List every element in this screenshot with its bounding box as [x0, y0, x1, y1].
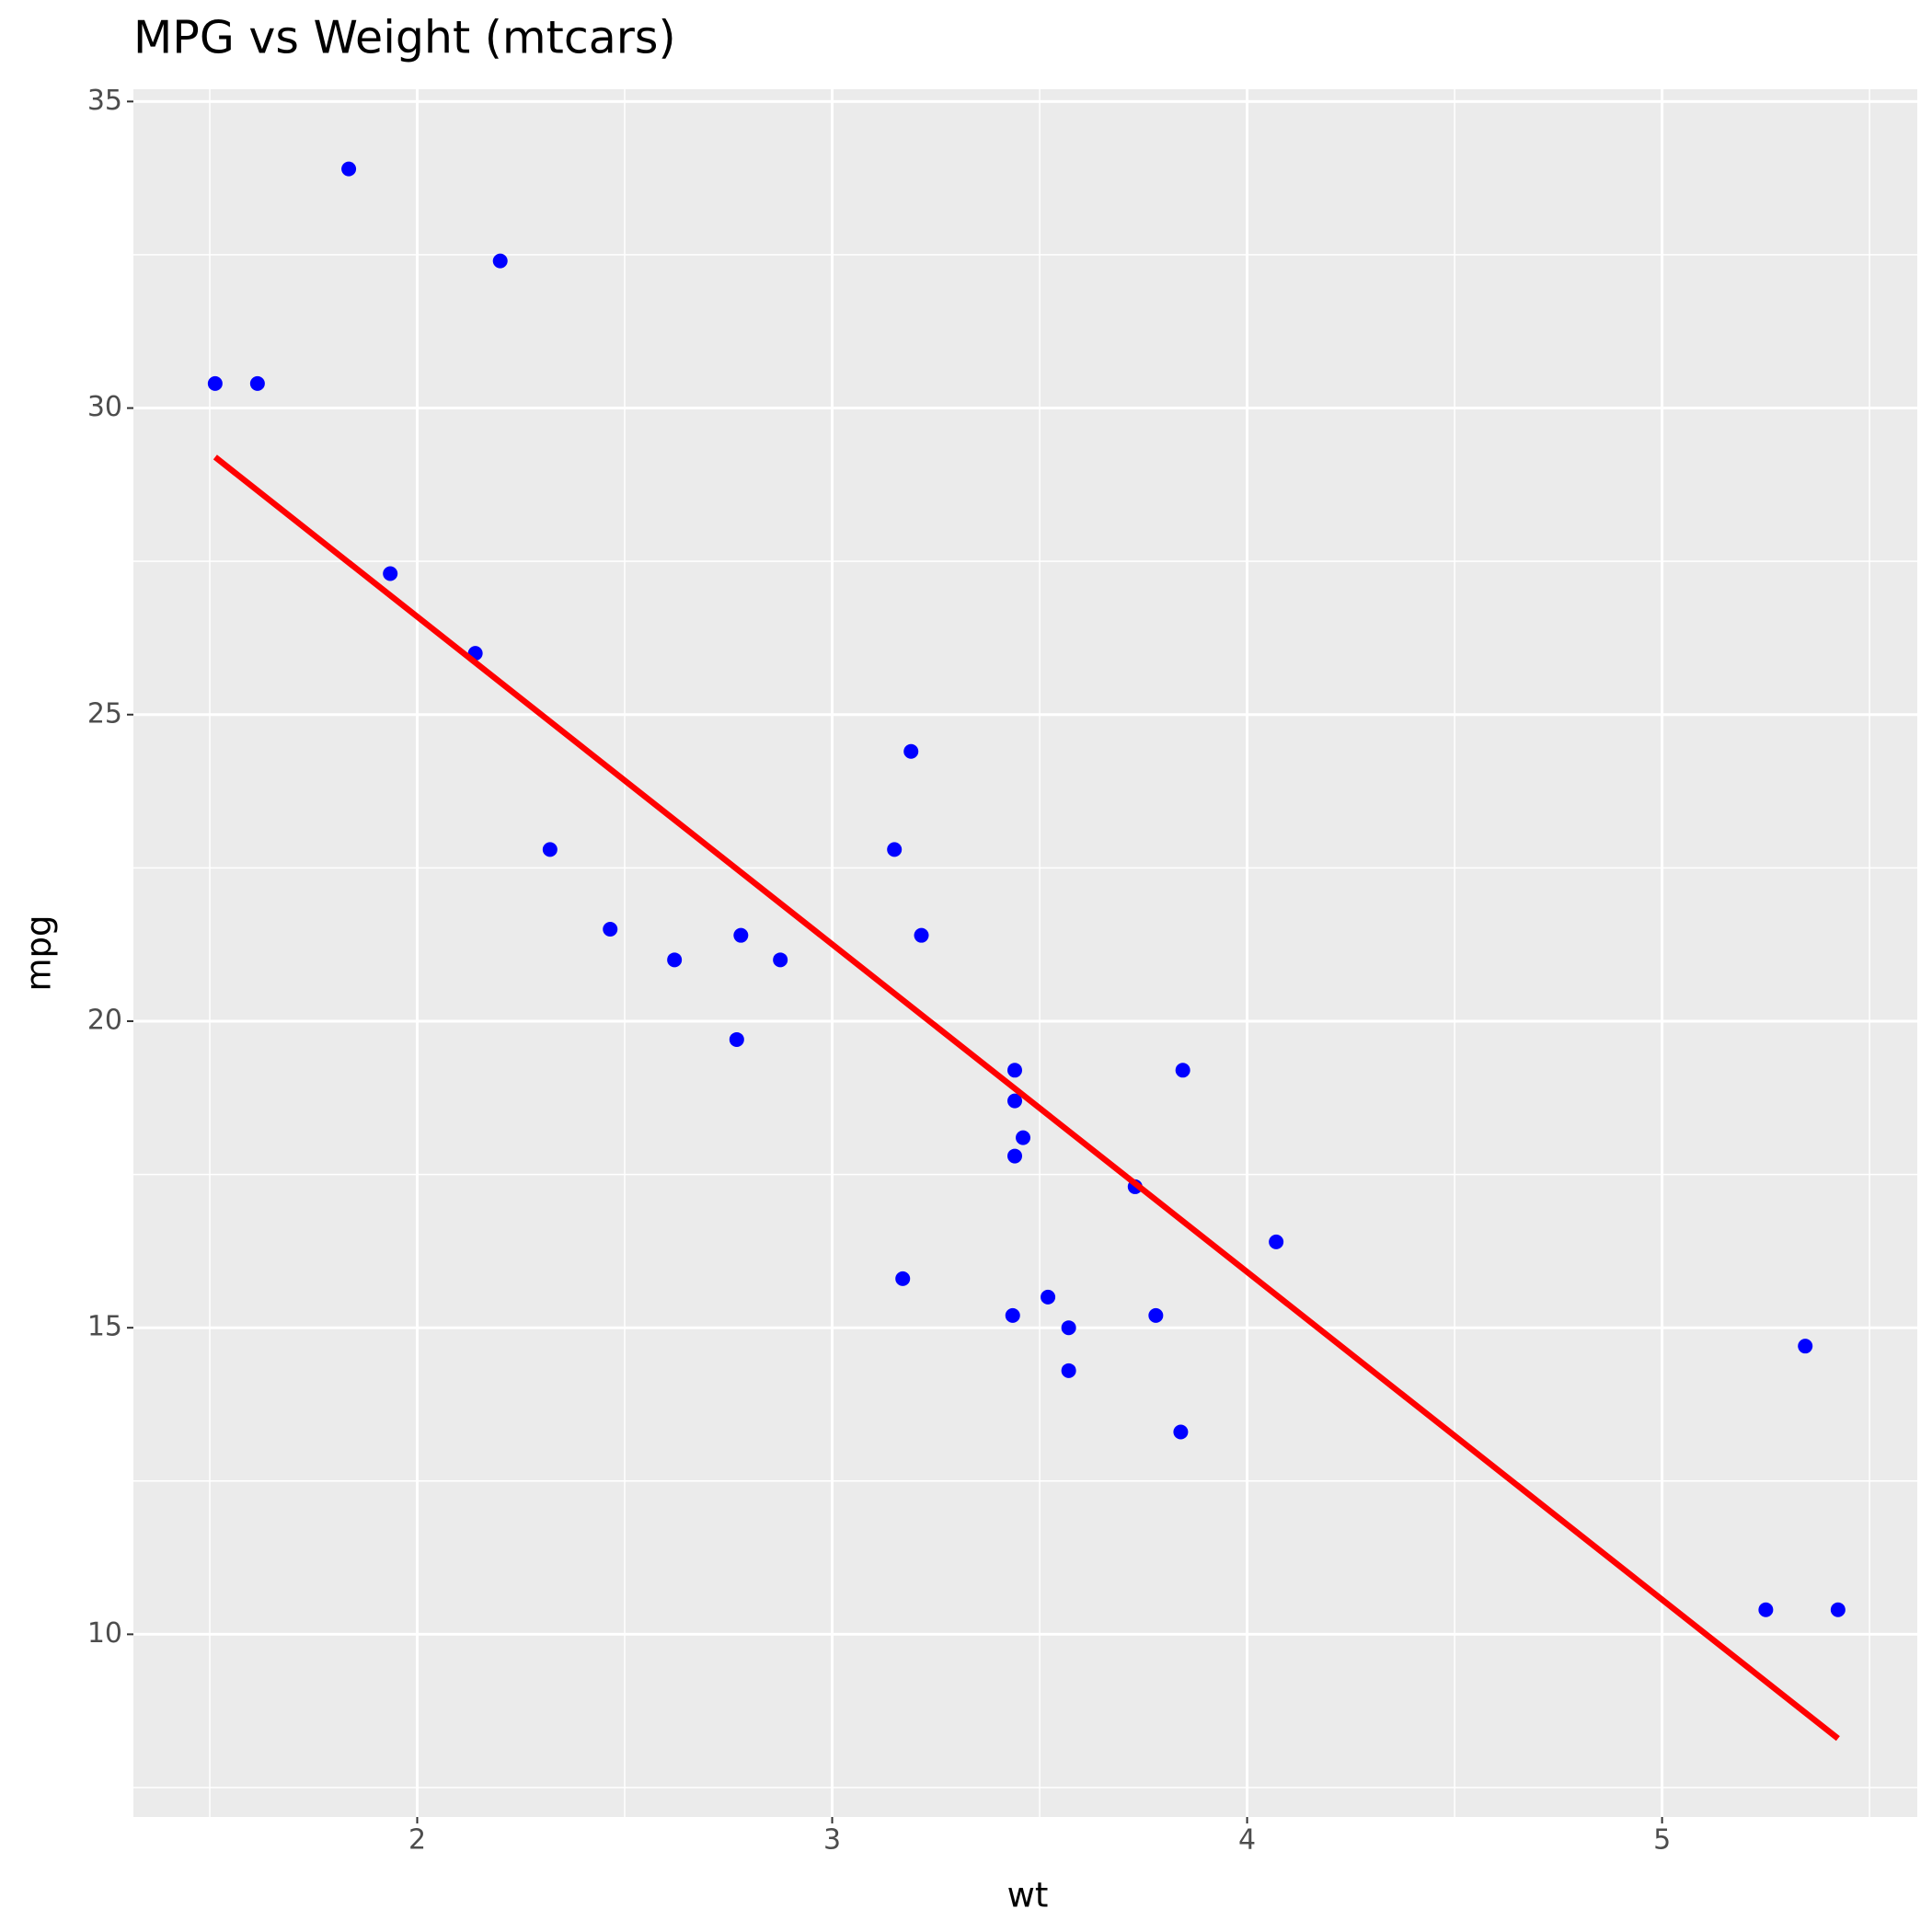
- point: [887, 842, 903, 857]
- point: [1006, 1148, 1022, 1164]
- point: [603, 922, 618, 937]
- x-tick-label: 3: [823, 1824, 841, 1857]
- y-tick-label: 15: [87, 1311, 122, 1343]
- y-tick-label: 20: [87, 1004, 122, 1036]
- point: [1006, 1063, 1022, 1078]
- panel: [133, 89, 1917, 1817]
- point: [1061, 1320, 1076, 1336]
- point: [1041, 1289, 1056, 1305]
- x-tick-label: 5: [1653, 1824, 1671, 1857]
- point: [1148, 1307, 1164, 1323]
- point: [1005, 1307, 1020, 1323]
- chart-title: MPG vs Weight (mtcars): [133, 12, 676, 64]
- point: [383, 566, 398, 581]
- y-tick-label: 35: [87, 85, 122, 117]
- point: [492, 253, 508, 269]
- point: [542, 842, 558, 857]
- point: [341, 161, 357, 177]
- point: [1758, 1602, 1774, 1617]
- point: [207, 375, 223, 391]
- point: [895, 1271, 911, 1286]
- point: [1798, 1339, 1813, 1354]
- point: [914, 927, 929, 943]
- point: [733, 927, 749, 943]
- point: [1830, 1602, 1846, 1617]
- point: [1175, 1063, 1190, 1078]
- point: [249, 375, 265, 391]
- fit-line: [213, 454, 1840, 1742]
- point: [729, 1031, 744, 1047]
- point: [1061, 1363, 1076, 1378]
- y-tick-label: 25: [87, 697, 122, 730]
- point: [773, 952, 788, 968]
- point: [1173, 1424, 1189, 1440]
- point: [903, 743, 919, 759]
- x-axis-title: wt: [1007, 1876, 1049, 1915]
- y-tick-label: 10: [87, 1617, 122, 1650]
- point: [1016, 1130, 1031, 1145]
- y-axis-title: mpg: [19, 914, 59, 991]
- x-tick-label: 4: [1238, 1824, 1256, 1857]
- point: [667, 952, 683, 968]
- x-tick-label: 2: [408, 1824, 426, 1857]
- point: [1269, 1234, 1284, 1249]
- y-tick-label: 30: [87, 391, 122, 423]
- point: [1006, 1093, 1022, 1109]
